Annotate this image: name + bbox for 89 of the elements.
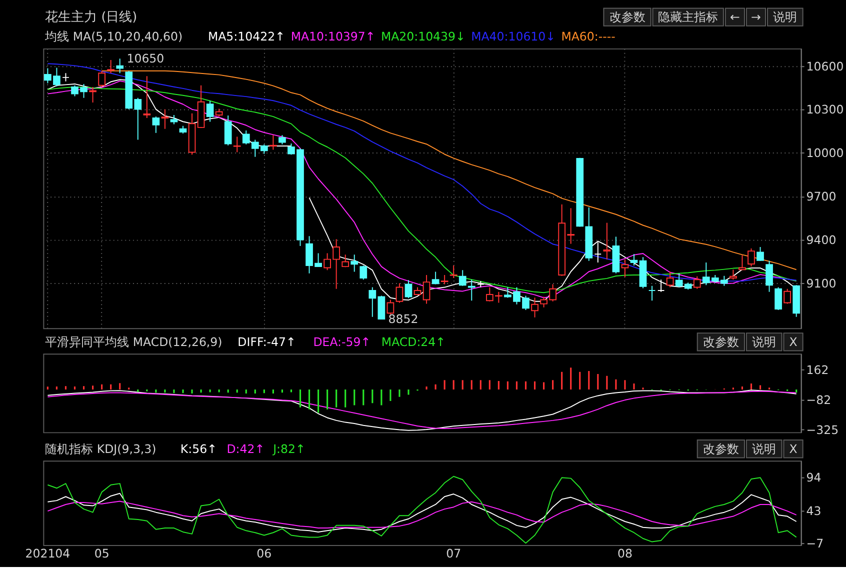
text: 改参数 — [609, 10, 646, 24]
candlestick — [396, 282, 404, 304]
candlestick — [62, 72, 70, 82]
candlestick — [766, 260, 773, 292]
x-tick-label: 202104 — [25, 546, 70, 560]
candlestick — [386, 299, 394, 315]
text: DEA:-59↑ — [313, 334, 371, 349]
text: MA40:10610↓ — [471, 30, 556, 44]
line-series — [101, 70, 797, 270]
text: J:82↑ — [272, 442, 306, 456]
text: ← — [730, 10, 740, 24]
candlestick — [657, 279, 665, 292]
candlestick — [648, 285, 656, 302]
text: 说明 — [752, 334, 776, 349]
candlestick — [107, 60, 115, 74]
candlestick — [630, 254, 638, 266]
candlestick — [350, 254, 358, 272]
y-tick-label: −325 — [806, 423, 839, 438]
candlestick — [342, 254, 350, 268]
text: 改参数 — [702, 442, 739, 456]
candlestick — [270, 134, 277, 150]
y-tick-label: 9100 — [806, 276, 836, 291]
text: → — [751, 10, 762, 24]
y-tick-label: 10600 — [806, 59, 844, 74]
candlestick — [360, 265, 368, 280]
chart-title: 花生主力 (日线) — [45, 8, 138, 25]
y-tick-label: 9700 — [806, 190, 836, 204]
text: MA60:---- — [561, 30, 616, 44]
candlestick — [152, 116, 160, 134]
text: X — [789, 334, 798, 349]
candlestick — [784, 288, 792, 304]
candlestick — [422, 274, 430, 304]
candlestick — [468, 279, 476, 302]
x-tick-label: 06 — [256, 546, 272, 560]
y-tick-label: 43 — [806, 504, 822, 518]
text: MA20:10439↓ — [380, 30, 466, 44]
candlestick — [143, 76, 151, 118]
candlestick — [621, 258, 629, 278]
text: DIFF:-47↑ — [238, 334, 296, 349]
candlestick — [432, 271, 440, 285]
line-series — [47, 500, 797, 529]
x-tick-label: 05 — [94, 546, 110, 560]
y-tick-label: 9400 — [806, 233, 836, 248]
candlestick — [98, 70, 106, 88]
candlestick — [748, 248, 755, 268]
y-tick-label: 10300 — [806, 102, 844, 117]
annotation: 8852 — [388, 312, 418, 326]
candlestick — [404, 280, 412, 299]
text: 说明 — [773, 10, 798, 24]
text: D:42↑ — [226, 442, 265, 456]
text: MACD:24↑ — [381, 334, 446, 349]
text: 改参数 — [702, 334, 739, 349]
candlestick — [233, 136, 241, 153]
y-tick-label: −82 — [806, 393, 832, 408]
candlestick — [161, 108, 169, 130]
candlestick — [594, 242, 602, 263]
legend-title: 平滑异同平均线 MACD(12,26,9) — [45, 334, 222, 349]
y-tick-label: 94 — [806, 470, 822, 484]
legend-title: 均线 MA(5,10,20,40,60) — [44, 30, 183, 44]
candlestick — [224, 115, 232, 146]
text: X — [789, 442, 798, 456]
x-tick-label: 08 — [617, 546, 632, 560]
text: MA5:10422↑ — [208, 30, 285, 44]
candlestick — [170, 114, 178, 125]
y-tick-label: −7 — [806, 536, 824, 551]
candlestick — [278, 134, 286, 145]
candlestick — [738, 254, 746, 271]
candlestick — [603, 222, 611, 260]
legend-title: 随机指标 KDJ(9,3,3) — [45, 442, 156, 456]
candlestick — [693, 276, 701, 290]
y-tick-label: 10000 — [806, 146, 844, 160]
text: 隐藏主指标 — [658, 10, 718, 24]
candlestick — [756, 246, 764, 262]
y-tick-label: 162 — [806, 362, 829, 377]
x-tick-label: 07 — [446, 546, 462, 560]
candlestick — [476, 280, 484, 288]
text: 说明 — [752, 442, 776, 456]
text: K:56↑ — [180, 442, 217, 456]
candlestick — [666, 271, 674, 288]
text: MA10:10397↑ — [290, 30, 376, 44]
candlestick — [730, 269, 737, 280]
candlestick — [206, 100, 214, 122]
candlestick — [774, 286, 782, 311]
annotation: 10650 — [126, 52, 164, 66]
candlestick — [116, 58, 124, 74]
candlestick — [458, 270, 466, 286]
line-series — [47, 476, 797, 544]
candlestick — [440, 274, 448, 285]
line-series — [47, 492, 797, 532]
